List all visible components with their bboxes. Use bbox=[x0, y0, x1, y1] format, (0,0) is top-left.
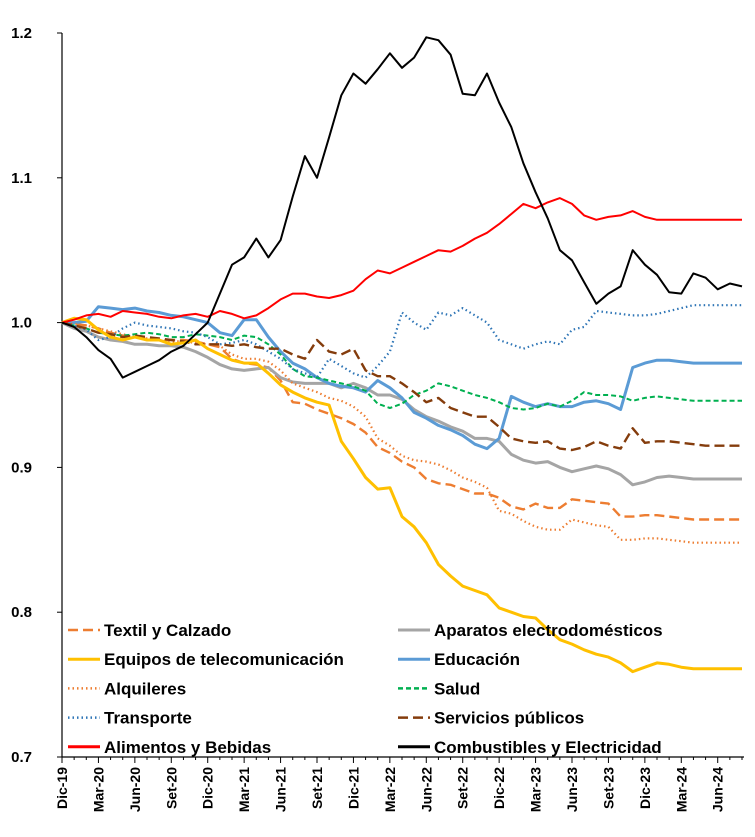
x-tick-label: Jun-23 bbox=[564, 767, 580, 812]
series-line-2 bbox=[61, 316, 742, 674]
legend-label-0: Textil y Calzado bbox=[104, 621, 231, 640]
x-tick-label: Jun-24 bbox=[710, 767, 726, 812]
legend-label-8: Alimentos y Bebidas bbox=[104, 738, 271, 757]
x-tick-label: Jun-22 bbox=[418, 767, 434, 812]
x-tick-label: Jun-21 bbox=[273, 767, 289, 812]
y-tick-label: 0.9 bbox=[11, 459, 32, 476]
legend-label-2: Equipos de telecomunicación bbox=[104, 650, 344, 669]
legend-label-6: Transporte bbox=[104, 709, 192, 728]
x-tick-label: Mar-20 bbox=[90, 767, 106, 812]
y-tick-label: 1.0 bbox=[11, 315, 32, 332]
y-tick-label: 1.2 bbox=[11, 25, 32, 42]
legend-label-5: Salud bbox=[434, 679, 480, 698]
legend-label-9: Combustibles y Electricidad bbox=[434, 738, 662, 757]
x-tick-label: Set-20 bbox=[163, 767, 179, 809]
series-line-3 bbox=[62, 305, 742, 451]
chart-axes: 0.7 0.8 0.9 1.0 1.1 1.2 Dic-19 Mar-20 Jun-20 Set-… bbox=[11, 25, 744, 812]
legend-label-1: Aparatos electrodomésticos bbox=[434, 621, 663, 640]
x-tick-label: Set-22 bbox=[455, 767, 471, 809]
x-tick-label: Dic-22 bbox=[491, 767, 507, 809]
series-line-0 bbox=[61, 321, 742, 521]
x-tick-label: Mar-22 bbox=[382, 767, 398, 812]
series-layer bbox=[61, 36, 743, 674]
legend: Textil y Calzado Aparatos electrodoméstic… bbox=[68, 621, 663, 757]
y-tick-label: 1.1 bbox=[11, 170, 32, 187]
y-tick-label: 0.8 bbox=[11, 604, 32, 621]
series-line-7 bbox=[61, 321, 742, 452]
x-tick-label: Mar-23 bbox=[528, 767, 544, 812]
legend-label-4: Alquileres bbox=[104, 679, 186, 698]
series-line-9 bbox=[61, 36, 743, 379]
x-tick-label: Jun-20 bbox=[127, 767, 143, 812]
series-line-8 bbox=[61, 197, 742, 324]
x-tick-label: Mar-21 bbox=[236, 767, 252, 812]
x-tick-label: Dic-21 bbox=[345, 767, 361, 809]
legend-label-3: Educación bbox=[434, 650, 520, 669]
x-tick-label: Dic-19 bbox=[54, 767, 70, 809]
series-line-5 bbox=[61, 321, 742, 411]
x-tick-label: Set-21 bbox=[309, 767, 325, 809]
legend-label-7: Servicios públicos bbox=[434, 709, 584, 728]
series-line-6 bbox=[61, 304, 742, 379]
x-tick-label: Set-23 bbox=[600, 767, 616, 809]
x-tick-label: Dic-20 bbox=[200, 767, 216, 809]
y-tick-label: 0.7 bbox=[11, 749, 32, 766]
x-tick-label: Dic-23 bbox=[637, 767, 653, 809]
x-tick-label: Mar-24 bbox=[673, 767, 689, 812]
